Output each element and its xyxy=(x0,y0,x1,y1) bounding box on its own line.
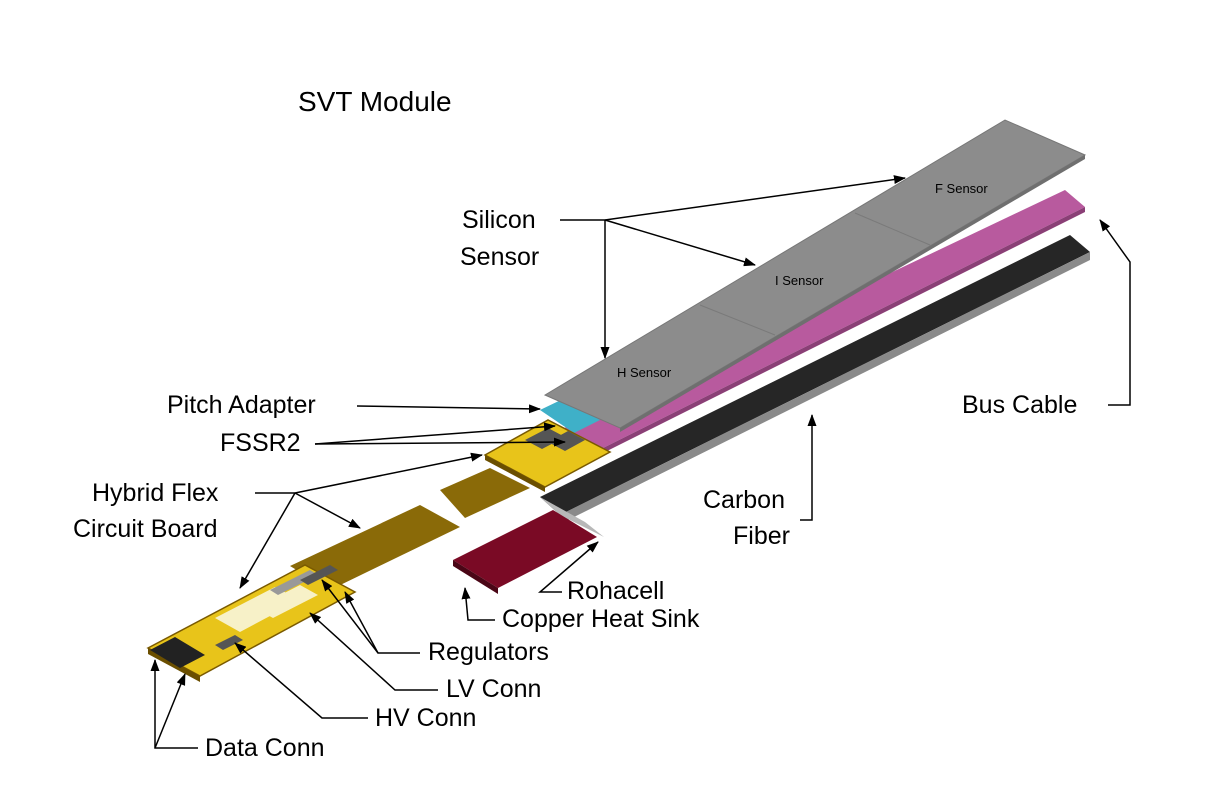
hv-conn-label: HV Conn xyxy=(375,704,477,732)
lv-conn-label: LV Conn xyxy=(446,675,542,703)
i-sensor-label: I Sensor xyxy=(775,273,824,288)
leader-hybrid-lower xyxy=(239,492,296,589)
leader-copper xyxy=(461,587,495,621)
fssr2-label: FSSR2 xyxy=(220,429,301,457)
flex-upper xyxy=(440,468,530,518)
hybrid-label-1: Hybrid Flex xyxy=(92,479,219,507)
h-sensor-label: H Sensor xyxy=(617,365,672,380)
copper-heat-sink xyxy=(453,510,597,594)
bus-cable-label: Bus Cable xyxy=(962,391,1078,419)
leader-hv-conn xyxy=(234,642,368,719)
leader-hybrid-upper xyxy=(294,452,483,494)
regulator-chip-a xyxy=(270,570,318,595)
sensor-divider-if xyxy=(854,212,931,246)
leader-lv-conn xyxy=(309,612,438,691)
f-sensor-label: F Sensor xyxy=(935,181,988,196)
leader-silicon-f xyxy=(604,175,906,221)
leader-data-conn-b xyxy=(154,673,186,749)
hybrid-lower-pad-2 xyxy=(255,585,318,618)
silicon-sensor-label-2: Sensor xyxy=(460,243,540,271)
hv-connector xyxy=(215,635,243,650)
data-connector xyxy=(150,637,205,668)
fssr2-chip-a xyxy=(525,428,565,449)
pitch-adapter-label: Pitch Adapter xyxy=(167,391,316,419)
carbon-fiber-layer xyxy=(540,235,1090,524)
regulators-label: Regulators xyxy=(428,638,549,666)
carbon-fiber-edge xyxy=(560,252,1090,524)
copper-heat-sink-label: Copper Heat Sink xyxy=(502,605,700,633)
carbon-fiber-top xyxy=(540,235,1090,515)
leader-fssr2-a xyxy=(314,422,556,445)
silicon-sensor-label-1: Silicon xyxy=(462,206,536,234)
hybrid-board-lower xyxy=(146,564,357,682)
rohacell-label: Rohacell xyxy=(567,577,665,605)
leader-rohacell xyxy=(537,541,599,593)
regulator-chip-b xyxy=(300,565,338,585)
leader-carbon-fiber xyxy=(800,414,817,521)
copper-top xyxy=(453,510,597,588)
data-conn-label: Data Conn xyxy=(205,734,325,762)
pitch-adapter xyxy=(540,398,600,433)
copper-edge xyxy=(453,560,498,594)
leader-bus-cable xyxy=(1099,219,1131,406)
leader-pitch-adapter xyxy=(356,404,541,414)
leader-regulators-b xyxy=(344,591,379,654)
leader-hybrid-flex xyxy=(294,492,361,529)
sensor-edge xyxy=(620,155,1085,432)
diagram-title: SVT Module xyxy=(298,86,452,117)
leader-fssr2-b xyxy=(314,437,566,447)
hybrid-board-upper xyxy=(483,419,612,492)
silicon-sensors: H Sensor I Sensor F Sensor xyxy=(543,119,1087,432)
bus-cable-edge xyxy=(595,207,1085,457)
sensor-divider-hi xyxy=(699,304,776,336)
rohacell-layer xyxy=(540,497,604,537)
leader-lines xyxy=(150,175,1131,749)
hybrid-label-2: Circuit Board xyxy=(73,515,218,543)
leader-silicon-i xyxy=(604,219,756,267)
carbon-fiber-label-1: Carbon xyxy=(703,486,785,514)
carbon-fiber-label-2: Fiber xyxy=(733,522,790,550)
hybrid-upper-edge xyxy=(485,455,545,492)
